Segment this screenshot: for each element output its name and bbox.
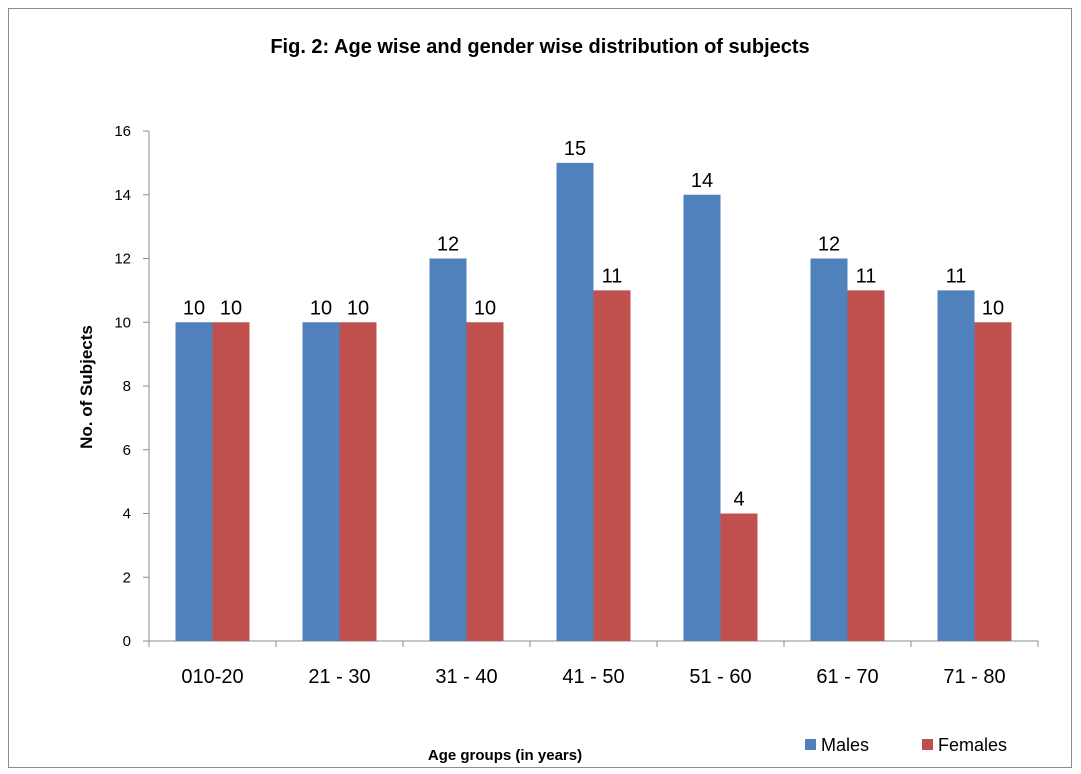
bar-males [810,258,848,641]
legend-label-females: Females [938,735,1007,755]
data-label: 12 [437,234,459,256]
data-label: 14 [691,170,713,192]
y-tick-label: 16 [114,123,131,140]
data-label: 10 [220,297,242,319]
bar-females [974,322,1012,641]
bar-females [847,290,885,641]
bar-males [937,290,975,641]
data-label: 4 [733,489,744,511]
y-tick-label: 10 [114,314,131,331]
bar-females [466,322,504,641]
bar-females [593,290,631,641]
x-tick-label: 71 - 80 [943,666,1005,688]
bar-males [429,258,467,641]
data-label: 15 [564,138,586,160]
x-tick-label: 61 - 70 [816,666,878,688]
legend: Males Females [805,735,1007,755]
legend-swatch-females [922,739,933,750]
x-axis-title: Age groups (in years) [428,747,582,764]
bar-males [683,194,721,641]
data-label: 10 [347,297,369,319]
y-tick-label: 14 [114,187,131,204]
legend-label-males: Males [821,735,869,755]
y-tick-label: 4 [123,506,131,523]
data-label: 10 [310,297,332,319]
x-tick-label: 21 - 30 [308,666,370,688]
data-label: 11 [946,265,967,287]
data-label: 12 [818,234,840,256]
data-label: 11 [856,265,877,287]
chart-title: Fig. 2: Age wise and gender wise distrib… [270,36,809,58]
data-label: 10 [982,297,1004,319]
x-tick-label: 51 - 60 [689,666,751,688]
bar-females [339,322,377,641]
y-tick-label: 6 [123,442,131,459]
y-tick-label: 8 [123,378,131,395]
data-label: 10 [474,297,496,319]
bar-males [175,322,213,641]
data-label: 11 [602,265,623,287]
y-axis-title: No. of Subjects [77,325,96,449]
bar-females [720,513,758,641]
bar-males [302,322,340,641]
y-tick-label: 2 [123,569,131,586]
y-tick-label: 0 [123,633,131,650]
legend-swatch-males [805,739,816,750]
plot-area: 0 2 4 6 8 10 12 14 16 10 10 010-20 10 10 21 - 30 12 10 31… [114,123,1039,688]
bar-females [212,322,250,641]
x-tick-label: 31 - 40 [435,666,497,688]
x-tick-label: 41 - 50 [562,666,624,688]
x-tick-label: 010-20 [181,666,243,688]
y-tick-label: 12 [114,251,131,268]
data-label: 10 [183,297,205,319]
bar-males [556,162,594,641]
